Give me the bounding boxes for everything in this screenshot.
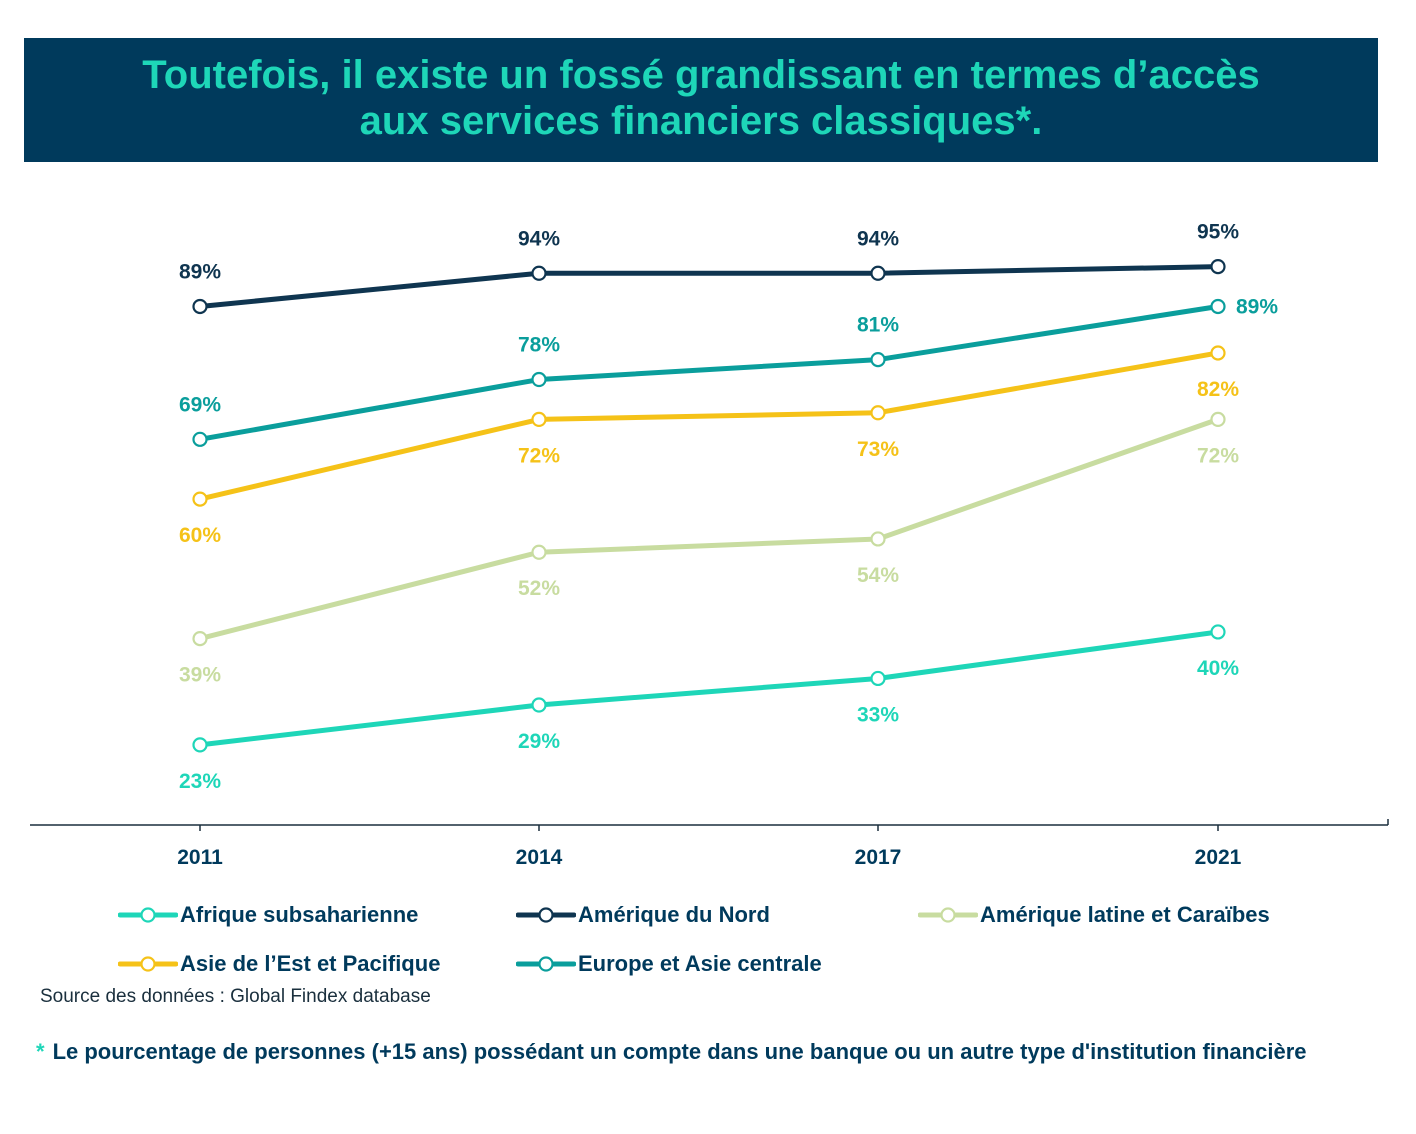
- data-point: [531, 697, 547, 713]
- data-point: [870, 405, 886, 421]
- data-label: 52%: [518, 577, 560, 600]
- data-label: 72%: [1197, 444, 1239, 467]
- legend-label: Europe et Asie centrale: [578, 951, 822, 976]
- x-axis: 2011 2014 2017 2021: [30, 819, 1389, 869]
- data-point: [192, 491, 208, 507]
- series-line: [197, 303, 1221, 442]
- source-note: Source des données : Global Findex datab…: [40, 986, 431, 1007]
- x-tick-label: 2021: [1195, 846, 1242, 869]
- legend-item: Afrique subsaharienne: [118, 898, 418, 932]
- legend-item: Asie de l’Est et Pacifique: [118, 947, 440, 981]
- data-label: 40%: [1197, 657, 1239, 680]
- legend-item: Amérique latine et Caraïbes: [918, 898, 1270, 932]
- data-label: 39%: [179, 664, 221, 687]
- legend-label: Afrique subsaharienne: [180, 902, 419, 927]
- series-line: [197, 416, 1221, 642]
- data-point: [192, 298, 208, 315]
- data-label: 82%: [1197, 378, 1239, 401]
- legend-label: Amérique du Nord: [578, 902, 770, 927]
- data-label: 94%: [857, 227, 899, 250]
- line-chart: 2011 2014 2017 2021 23% 29% 33% 40% 89% 94% 94% 95…: [30, 221, 1389, 869]
- data-point: [531, 411, 547, 427]
- data-point: [531, 371, 547, 388]
- data-point: [870, 670, 886, 687]
- footnote: * Le pourcentage de personnes (+15 ans) p…: [36, 1040, 1336, 1064]
- data-label: 54%: [857, 564, 899, 587]
- data-label: 72%: [518, 444, 560, 467]
- series-line: [197, 264, 1221, 309]
- data-label: 89%: [1236, 295, 1278, 318]
- data-point: [1210, 345, 1226, 361]
- data-point: [531, 544, 547, 560]
- data-point: [1210, 624, 1226, 640]
- data-point: [192, 431, 208, 447]
- legend-swatch: [516, 956, 576, 972]
- legend: Afrique subsaharienne Amérique du Nord Amé…: [118, 898, 1338, 988]
- footnote-asterisk: *: [36, 1039, 45, 1064]
- data-label: 73%: [857, 438, 899, 461]
- x-tick-label: 2014: [516, 846, 563, 869]
- data-point: [1210, 298, 1226, 315]
- data-point: [1210, 259, 1226, 275]
- legend-item: Europe et Asie centrale: [516, 947, 822, 981]
- data-point: [1210, 411, 1226, 427]
- data-label: 60%: [179, 524, 221, 547]
- series-line: [197, 350, 1221, 502]
- data-point: [870, 352, 886, 368]
- data-label: 81%: [857, 314, 899, 337]
- legend-swatch: [118, 956, 178, 972]
- data-label: 78%: [518, 334, 560, 357]
- chart-title: Toutefois, il existe un fossé grandissan…: [24, 52, 1378, 144]
- series-line: [197, 629, 1221, 748]
- data-label: 33%: [857, 703, 899, 726]
- legend-label: Asie de l’Est et Pacifique: [180, 951, 441, 976]
- legend-item: Amérique du Nord: [516, 898, 770, 932]
- x-tick-label: 2017: [855, 846, 902, 869]
- legend-swatch: [118, 907, 178, 923]
- chart-title-line-1: Toutefois, il existe un fossé grandissan…: [142, 53, 1260, 97]
- data-point: [192, 737, 208, 753]
- data-point: [192, 630, 208, 647]
- x-tick-label: 2011: [177, 846, 223, 869]
- chart-title-line-2: aux services financiers classiques*.: [359, 99, 1043, 143]
- data-point: [531, 265, 547, 281]
- data-label: 69%: [179, 393, 221, 416]
- legend-swatch: [516, 907, 576, 923]
- data-label: 23%: [179, 770, 221, 793]
- legend-swatch: [918, 907, 978, 923]
- data-label: 89%: [179, 260, 221, 283]
- data-label: 94%: [518, 227, 560, 250]
- data-label: 29%: [518, 730, 560, 753]
- title-banner: Toutefois, il existe un fossé grandissan…: [24, 38, 1378, 162]
- footnote-text: Le pourcentage de personnes (+15 ans) po…: [52, 1039, 1307, 1064]
- data-label: 95%: [1197, 221, 1239, 244]
- legend-label: Amérique latine et Caraïbes: [980, 902, 1270, 927]
- data-labels: 23% 29% 33% 40% 89% 94% 94% 95% 39% 52% 54% 72% 60% 7…: [179, 221, 1278, 793]
- series-lines: [192, 259, 1226, 753]
- data-point: [870, 531, 886, 547]
- data-point: [870, 265, 886, 281]
